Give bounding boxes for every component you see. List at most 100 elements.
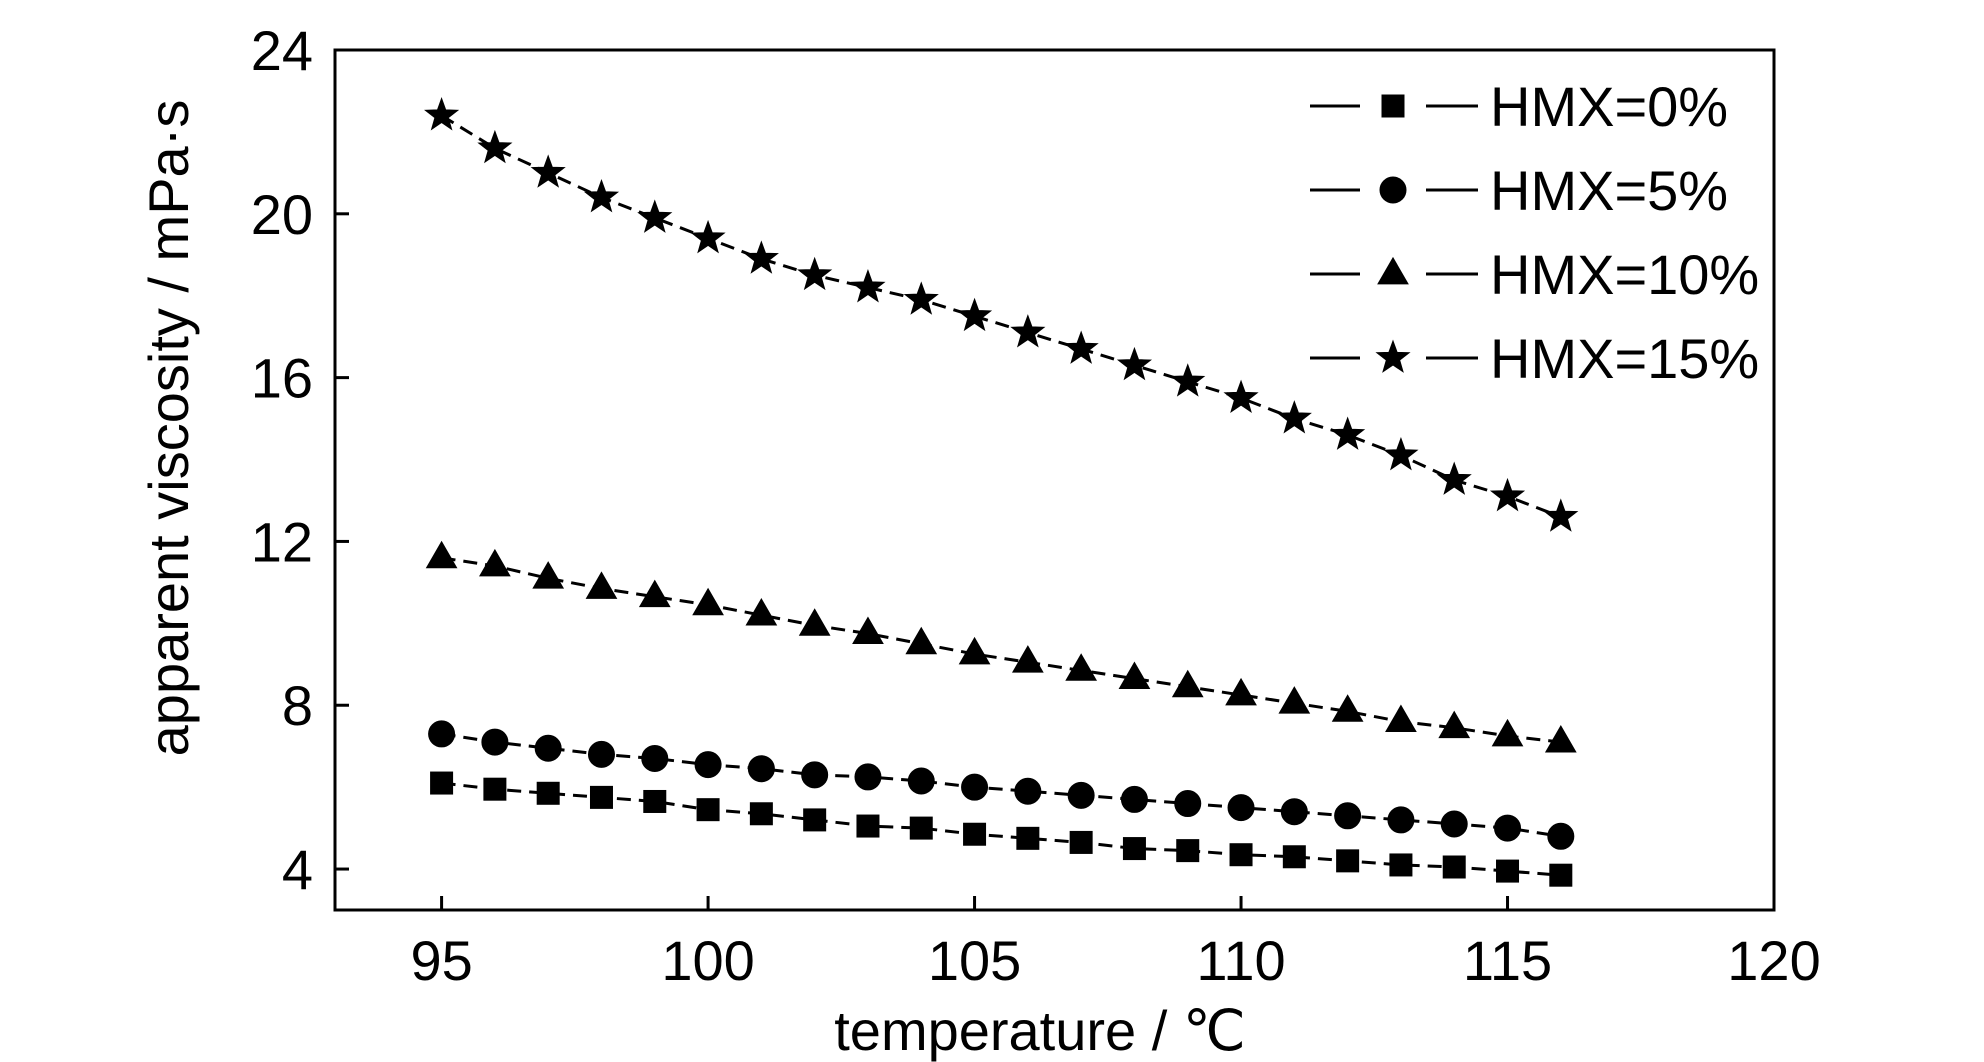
legend-label: HMX=10% xyxy=(1490,243,1759,306)
data-point-triangle xyxy=(585,571,618,599)
data-point-triangle xyxy=(532,561,565,589)
data-point-triangle xyxy=(692,587,724,616)
data-point-circle xyxy=(854,763,882,791)
data-point-star xyxy=(850,269,886,303)
data-point-star xyxy=(743,240,779,274)
data-point-square xyxy=(1282,845,1306,869)
data-point-star xyxy=(1223,379,1259,414)
data-point-circle xyxy=(1280,798,1308,826)
data-point-circle xyxy=(694,751,722,779)
data-point-square xyxy=(696,798,720,822)
data-point-square xyxy=(589,785,613,809)
data-point-square xyxy=(856,814,880,838)
data-point-triangle xyxy=(1065,653,1098,681)
data-point-star xyxy=(1116,346,1153,381)
data-point-triangle xyxy=(1491,718,1524,747)
data-point-star xyxy=(1063,330,1099,364)
data-point-triangle xyxy=(1544,724,1577,753)
data-point-star xyxy=(1276,400,1312,434)
plot-frame xyxy=(333,48,1776,912)
legend-marker-square xyxy=(1381,94,1405,118)
data-point-star xyxy=(1330,416,1366,450)
data-point-circle xyxy=(1227,794,1255,822)
data-point-square xyxy=(909,816,933,840)
data-point-circle xyxy=(1547,822,1575,850)
data-point-square xyxy=(1389,853,1413,877)
data-point-circle xyxy=(481,728,509,756)
data-point-circle xyxy=(1334,802,1362,830)
legend-label: HMX=5% xyxy=(1490,159,1728,222)
x-tick-label: 110 xyxy=(1196,929,1285,992)
series-line xyxy=(440,114,1562,519)
data-point-circle xyxy=(1174,790,1202,818)
legend-item: HMX=15% xyxy=(1310,327,1759,390)
data-point-circle xyxy=(907,767,935,795)
axes xyxy=(333,48,1776,912)
data-point-triangle xyxy=(1225,677,1257,706)
data-point-circle xyxy=(961,773,989,801)
data-point-triangle xyxy=(1278,686,1311,714)
legend-item: HMX=10% xyxy=(1310,243,1759,306)
legend-item: HMX=0% xyxy=(1310,75,1728,138)
data-point-square xyxy=(749,802,773,826)
data-point-triangle xyxy=(1385,704,1417,732)
data-point-square xyxy=(1122,837,1146,861)
x-axis-label: temperature / ℃ xyxy=(834,999,1246,1062)
data-point-triangle xyxy=(1331,694,1364,722)
data-point-star xyxy=(1383,436,1419,471)
data-point-triangle xyxy=(745,598,778,626)
data-point-circle xyxy=(747,755,775,783)
y-tick-label: 16 xyxy=(251,347,313,410)
data-point-circle xyxy=(587,740,615,768)
legend-label: HMX=15% xyxy=(1490,327,1759,390)
data-point-square xyxy=(643,789,667,813)
legend-marker-triangle xyxy=(1377,256,1409,285)
data-point-triangle xyxy=(638,579,671,608)
data-point-triangle xyxy=(958,636,991,665)
y-tick-label: 4 xyxy=(282,838,313,901)
data-point-star xyxy=(797,256,833,291)
data-point-circle xyxy=(641,744,669,772)
data-point-star xyxy=(424,97,460,131)
y-tick-label: 24 xyxy=(251,19,313,82)
series-square xyxy=(430,771,1573,887)
data-point-square xyxy=(803,808,827,832)
data-point-circle xyxy=(1440,810,1468,838)
data-point-triangle xyxy=(798,608,831,636)
data-point-square xyxy=(430,771,454,795)
data-point-circle xyxy=(428,720,456,748)
x-tick-label: 120 xyxy=(1727,929,1820,992)
series-line xyxy=(441,556,1561,744)
data-point-circle xyxy=(534,734,562,762)
y-tick-label: 8 xyxy=(282,674,313,737)
x-tick-label: 115 xyxy=(1463,929,1552,992)
legend-marker-star xyxy=(1375,339,1411,373)
data-point-star xyxy=(1489,477,1526,512)
x-tick-label: 105 xyxy=(928,929,1021,992)
data-point-star xyxy=(1170,363,1206,397)
legend-label: HMX=0% xyxy=(1490,75,1728,138)
data-point-circle xyxy=(1387,806,1415,834)
series-line xyxy=(441,781,1561,877)
x-tick-label: 100 xyxy=(661,929,754,992)
data-point-circle xyxy=(1067,781,1095,809)
y-axis-label: apparent viscosity / mPa·s xyxy=(137,100,200,757)
data-point-triangle xyxy=(479,548,511,577)
data-point-star xyxy=(637,199,673,233)
x-tick-label: 95 xyxy=(410,929,472,992)
ticks: 95 100 105 110 115 120 4 8 12 16 20 24 xyxy=(251,19,1821,992)
data-point-triangle xyxy=(1171,669,1204,698)
series xyxy=(424,97,1579,887)
data-point-circle xyxy=(1014,777,1042,805)
data-point-square xyxy=(1442,855,1466,879)
data-point-star xyxy=(583,178,620,213)
series-line xyxy=(441,732,1562,838)
data-point-square xyxy=(1069,830,1093,854)
series-circle xyxy=(428,720,1575,850)
data-point-square xyxy=(1549,863,1573,887)
data-point-circle xyxy=(801,761,829,789)
data-point-square xyxy=(1496,859,1520,883)
data-point-square xyxy=(536,781,560,805)
